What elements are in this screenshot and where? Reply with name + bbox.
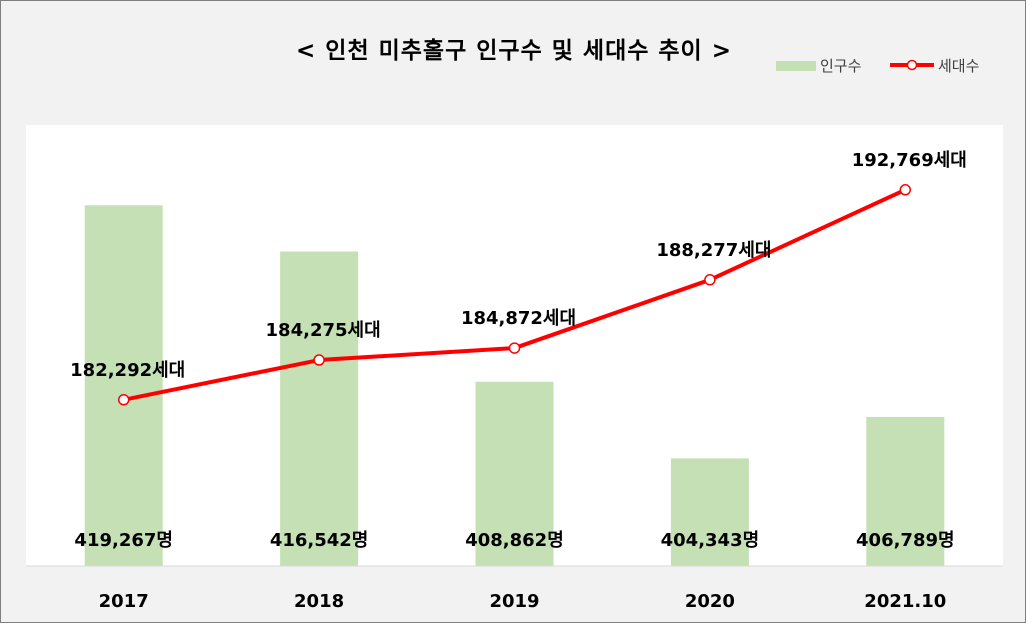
line-series [123,187,907,402]
legend-bar-label: 인구수 [820,57,862,75]
bar-label-2020: 404,343명 [661,530,760,551]
line-label-2018: 184,275세대 [266,320,381,341]
x-tick-label-2017: 2017 [99,591,149,612]
legend-line-swatch [890,59,934,71]
line-point-2017 [117,394,130,406]
legend-line-label: 세대수 [938,57,980,75]
bar-2018 [280,251,359,567]
bar-label-2019: 408,862명 [465,530,564,551]
bar-2020 [670,458,749,566]
line-point-2018 [313,354,325,366]
bar-2017 [84,205,163,566]
x-tick-label-2019: 2019 [489,591,539,612]
bar-label-2021.10: 406,789명 [856,530,955,551]
line-point-2021.10 [899,184,912,196]
x-tick-label-2020: 2020 [685,591,735,612]
line-label-2019: 184,872세대 [461,308,576,329]
bar-2019 [475,381,554,566]
line-label-2020: 188,277세대 [656,240,771,261]
bar-2021.10 [866,416,945,566]
bar-label-2017: 419,267명 [74,530,173,551]
x-tick-label-2021.10: 2021.10 [864,591,946,612]
line-point-2020 [704,274,716,286]
line-point-2019 [508,342,521,354]
bar-label-2018: 416,542명 [270,530,369,551]
x-tick-label-2018: 2018 [294,591,344,612]
line-label-2017: 182,292세대 [70,360,185,381]
legend-bar-swatch [776,61,816,71]
chart-title: < 인천 미추홀구 인구수 및 세대수 추이 > [296,38,732,64]
line-label-2021.10: 192,769세대 [852,150,967,171]
